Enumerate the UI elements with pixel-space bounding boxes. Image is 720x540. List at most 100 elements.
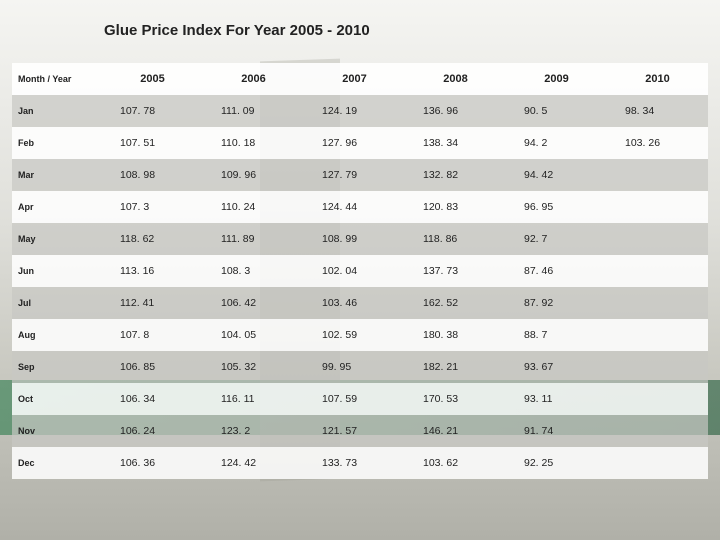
- page-title: Glue Price Index For Year 2005 - 2010: [104, 22, 708, 39]
- table-row: Sep106. 85105. 3299. 95182. 2193. 67: [12, 351, 708, 383]
- table-cell: 92. 7: [506, 223, 607, 255]
- table-cell: 124. 42: [203, 447, 304, 479]
- table-cell: 132. 82: [405, 159, 506, 191]
- row-label: Jan: [12, 95, 102, 127]
- table-cell: 103. 62: [405, 447, 506, 479]
- table-cell: 99. 95: [304, 351, 405, 383]
- table-cell: 113. 16: [102, 255, 203, 287]
- table-cell: 106. 42: [203, 287, 304, 319]
- table-cell: 127. 79: [304, 159, 405, 191]
- table-row: Apr107. 3110. 24124. 44120. 8396. 95: [12, 191, 708, 223]
- table-cell: [607, 447, 708, 479]
- header-year: 2005: [102, 63, 203, 95]
- table-cell: [607, 191, 708, 223]
- table-cell: 102. 59: [304, 319, 405, 351]
- row-label: Apr: [12, 191, 102, 223]
- table-cell: 112. 41: [102, 287, 203, 319]
- table-cell: 103. 46: [304, 287, 405, 319]
- table-cell: 107. 59: [304, 383, 405, 415]
- table-cell: 91. 74: [506, 415, 607, 447]
- table-cell: 108. 99: [304, 223, 405, 255]
- table-cell: 127. 96: [304, 127, 405, 159]
- table-cell: [607, 383, 708, 415]
- row-label: Nov: [12, 415, 102, 447]
- table-cell: 136. 96: [405, 95, 506, 127]
- row-label: Mar: [12, 159, 102, 191]
- table-cell: [607, 223, 708, 255]
- header-month-year: Month / Year: [12, 63, 102, 95]
- table-cell: 116. 11: [203, 383, 304, 415]
- table-row: Mar108. 98109. 96127. 79132. 8294. 42: [12, 159, 708, 191]
- table-cell: 87. 46: [506, 255, 607, 287]
- table-header-row: Month / Year 2005 2006 2007 2008 2009 20…: [12, 63, 708, 95]
- header-year: 2010: [607, 63, 708, 95]
- table-cell: 94. 42: [506, 159, 607, 191]
- table-cell: 138. 34: [405, 127, 506, 159]
- price-index-table: Month / Year 2005 2006 2007 2008 2009 20…: [12, 63, 708, 479]
- table-cell: 109. 96: [203, 159, 304, 191]
- table-row: Feb107. 51110. 18127. 96138. 3494. 2103.…: [12, 127, 708, 159]
- row-label: Jul: [12, 287, 102, 319]
- table-cell: 90. 5: [506, 95, 607, 127]
- table-cell: 106. 85: [102, 351, 203, 383]
- row-label: Feb: [12, 127, 102, 159]
- table-cell: 88. 7: [506, 319, 607, 351]
- table-cell: 108. 98: [102, 159, 203, 191]
- table-cell: [607, 351, 708, 383]
- table-cell: 103. 26: [607, 127, 708, 159]
- table-cell: 93. 67: [506, 351, 607, 383]
- table-row: Nov106. 24123. 2121. 57146. 2191. 74: [12, 415, 708, 447]
- table-cell: 92. 25: [506, 447, 607, 479]
- table-row: Aug107. 8104. 05102. 59180. 3888. 7: [12, 319, 708, 351]
- table-cell: [607, 287, 708, 319]
- table-cell: 180. 38: [405, 319, 506, 351]
- row-label: Sep: [12, 351, 102, 383]
- table-cell: 106. 24: [102, 415, 203, 447]
- table-row: Dec106. 36124. 42133. 73103. 6292. 25: [12, 447, 708, 479]
- row-label: Dec: [12, 447, 102, 479]
- table-cell: 106. 34: [102, 383, 203, 415]
- table-row: Jan107. 78111. 09124. 19136. 9690. 598. …: [12, 95, 708, 127]
- row-label: Oct: [12, 383, 102, 415]
- header-year: 2008: [405, 63, 506, 95]
- table-row: May118. 62111. 89108. 99118. 8692. 7: [12, 223, 708, 255]
- table-cell: 105. 32: [203, 351, 304, 383]
- table-cell: 124. 19: [304, 95, 405, 127]
- table-cell: 102. 04: [304, 255, 405, 287]
- table-cell: 124. 44: [304, 191, 405, 223]
- header-year: 2006: [203, 63, 304, 95]
- row-label: Aug: [12, 319, 102, 351]
- header-year: 2007: [304, 63, 405, 95]
- table-cell: 123. 2: [203, 415, 304, 447]
- table-cell: 111. 09: [203, 95, 304, 127]
- table-cell: 120. 83: [405, 191, 506, 223]
- table-cell: [607, 255, 708, 287]
- table-cell: 108. 3: [203, 255, 304, 287]
- table-cell: 107. 51: [102, 127, 203, 159]
- table-cell: 107. 8: [102, 319, 203, 351]
- table-cell: 146. 21: [405, 415, 506, 447]
- table-cell: [607, 159, 708, 191]
- table-cell: 104. 05: [203, 319, 304, 351]
- table-row: Oct106. 34116. 11107. 59170. 5393. 11: [12, 383, 708, 415]
- table-cell: 106. 36: [102, 447, 203, 479]
- table-cell: 87. 92: [506, 287, 607, 319]
- table-cell: 94. 2: [506, 127, 607, 159]
- table-cell: 107. 78: [102, 95, 203, 127]
- table-cell: 162. 52: [405, 287, 506, 319]
- table-cell: 93. 11: [506, 383, 607, 415]
- table-cell: 111. 89: [203, 223, 304, 255]
- row-label: Jun: [12, 255, 102, 287]
- table-cell: 98. 34: [607, 95, 708, 127]
- table-cell: 137. 73: [405, 255, 506, 287]
- table-cell: [607, 319, 708, 351]
- table-cell: 170. 53: [405, 383, 506, 415]
- table-row: Jul112. 41106. 42103. 46162. 5287. 92: [12, 287, 708, 319]
- table-cell: 110. 18: [203, 127, 304, 159]
- table-cell: 133. 73: [304, 447, 405, 479]
- table-cell: 107. 3: [102, 191, 203, 223]
- row-label: May: [12, 223, 102, 255]
- table-row: Jun113. 16108. 3102. 04137. 7387. 46: [12, 255, 708, 287]
- table-cell: 118. 86: [405, 223, 506, 255]
- table-cell: 121. 57: [304, 415, 405, 447]
